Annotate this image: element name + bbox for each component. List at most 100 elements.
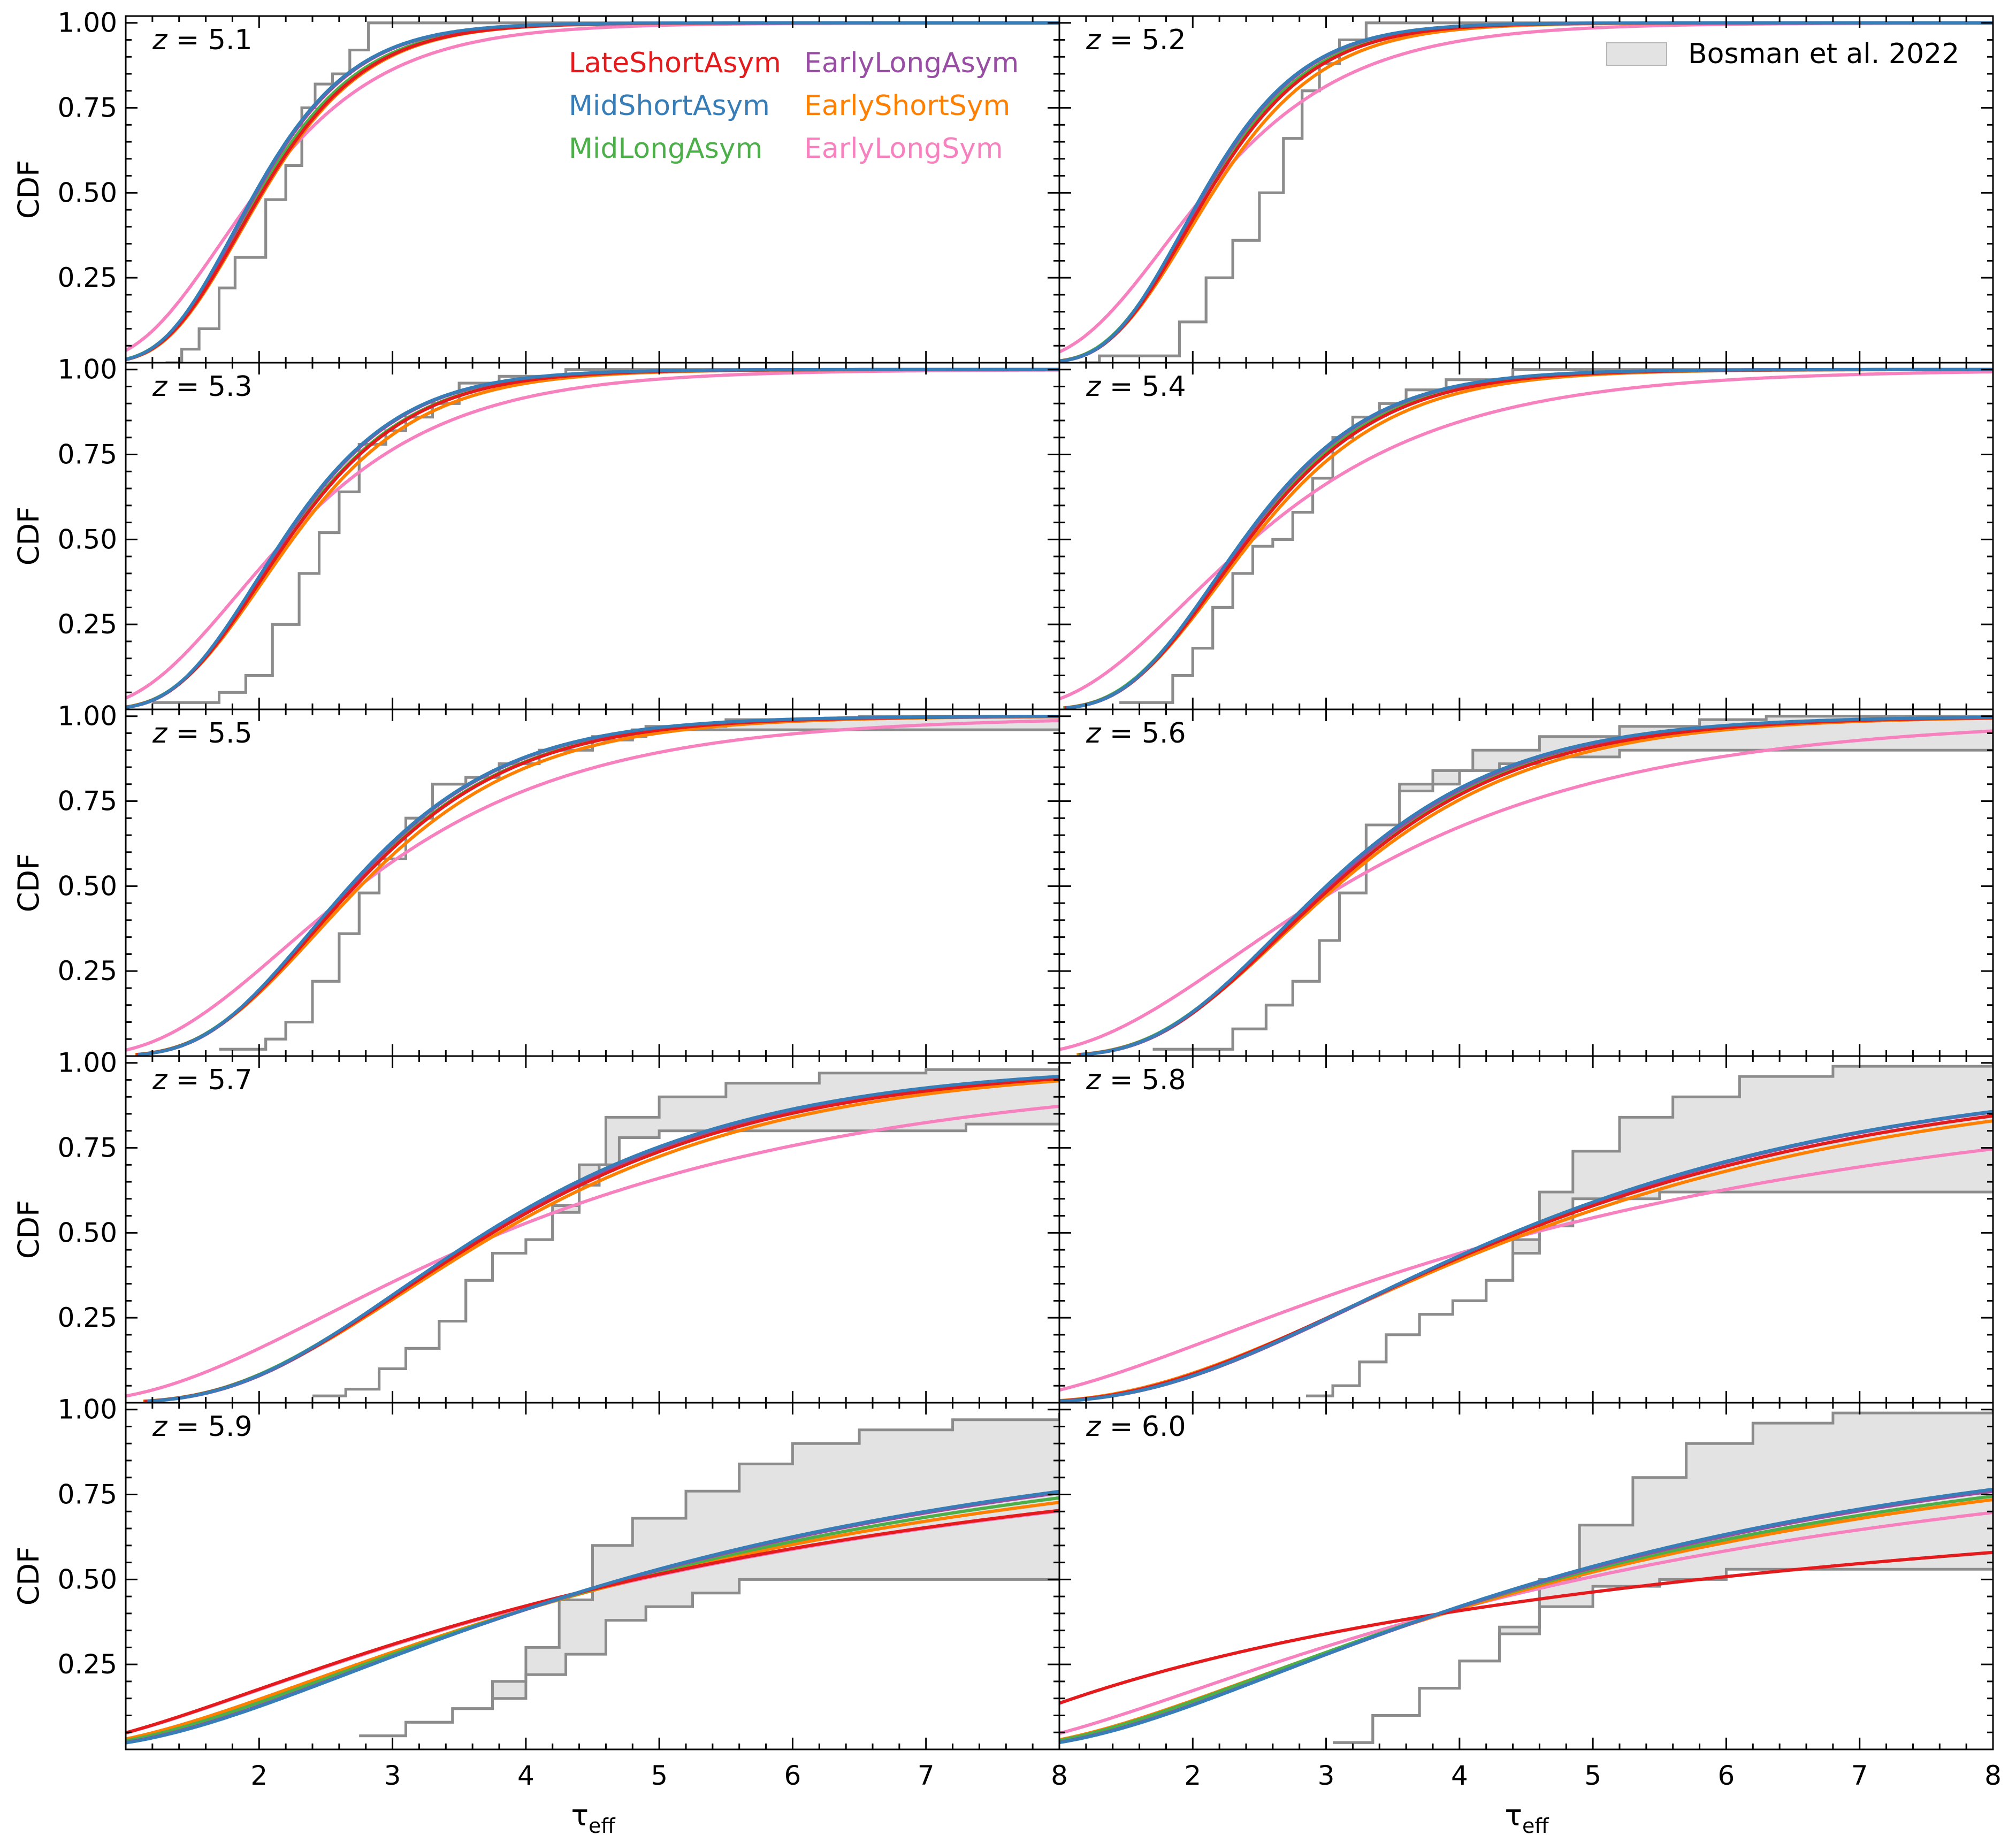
y-tick-label: 0.75 [58, 786, 117, 817]
x-tick-label: 8 [1051, 1760, 1068, 1791]
plot-area [1059, 21, 1993, 363]
y-tick-label: 1.00 [58, 354, 117, 385]
series-line-MidShortAsym [1066, 368, 1993, 709]
redshift-label: z = 5.6 [1086, 717, 1186, 750]
x-tick-label: 7 [1851, 1760, 1868, 1791]
y-tick-label: 0.50 [58, 177, 117, 208]
obs-band [1333, 1409, 1993, 1743]
legend-layer: LateShortAsym MidShortAsym MidLongAsym Earl… [569, 38, 1959, 165]
legend-entry-EarlyShortSym: EarlyShortSym [804, 90, 1010, 122]
redshift-label: z = 5.1 [152, 24, 253, 56]
legend-obs-swatch [1606, 42, 1667, 66]
legend-entry-LateShortAsym: LateShortAsym [569, 47, 781, 79]
series-line-EarlyLongSym [1059, 1511, 1993, 1735]
plot-area [126, 1413, 1059, 1745]
series-line-MidShortAsym [126, 1489, 1059, 1745]
obs-band [359, 1413, 1059, 1736]
panel-z-5.1: 0.25 0.50 0.75 1.00 CDF z = 5.1 [12, 7, 1060, 364]
x-tick-label: 3 [1318, 1760, 1335, 1791]
panel-frame [1058, 1402, 1994, 1750]
plot-area [126, 1066, 1059, 1403]
series-line-MidShortAsym [1080, 715, 1993, 1056]
x-tick-label: 2 [1184, 1760, 1201, 1791]
series-line-MidShortAsym [1059, 1487, 1993, 1745]
y-tick-label: 0.25 [58, 955, 117, 987]
obs-upper-line [312, 1066, 1059, 1397]
y-tick-label: 0.75 [58, 93, 117, 124]
legend-entry-EarlyLongAsym: EarlyLongAsym [804, 47, 1019, 79]
obs-upper-line [152, 368, 1059, 704]
redshift-label: z = 5.2 [1086, 24, 1186, 56]
x-tick-label: 4 [517, 1760, 534, 1791]
redshift-label: z = 5.7 [152, 1064, 253, 1096]
legend-entry-observation: Bosman et al. 2022 [1688, 38, 1959, 70]
plot-area [126, 21, 1059, 363]
y-axis-label: CDF [12, 1547, 45, 1605]
obs-band [1306, 1062, 1993, 1396]
obs-band [312, 1066, 1059, 1396]
x-tick-label: 7 [918, 1760, 935, 1791]
series-line-MidShortAsym [126, 368, 1059, 709]
legend-entry-MidShortAsym: MidShortAsym [569, 90, 770, 122]
plot-area [1059, 1062, 1993, 1403]
plot-area [126, 715, 1059, 1056]
y-tick-label: 0.75 [58, 439, 117, 470]
x-tick-label: 4 [1451, 1760, 1468, 1791]
x-tick-label: 2 [250, 1760, 268, 1791]
legend-entry-EarlyLongSym: EarlyLongSym [804, 133, 1003, 165]
series-line-MidShortAsym [147, 1075, 1059, 1403]
y-tick-label: 0.75 [58, 1133, 117, 1164]
series-line-LateShortAsym [1059, 1550, 1993, 1705]
x-tick-label: 8 [1984, 1760, 2002, 1791]
legend-entry-MidLongAsym: MidLongAsym [569, 133, 762, 165]
series-line-EarlyLongSym [126, 1104, 1059, 1398]
obs-upper-line [1119, 368, 1993, 704]
y-tick-label: 1.00 [58, 7, 117, 39]
series-line-MidShortAsym [126, 21, 1059, 361]
redshift-label: z = 5.8 [1086, 1064, 1186, 1096]
y-axis-label: CDF [12, 507, 45, 565]
series-line-MidShortAsym [1059, 1110, 1993, 1403]
obs-upper-line [359, 1413, 1059, 1738]
x-tick-label: 5 [651, 1760, 668, 1791]
y-axis-label: CDF [12, 1200, 45, 1259]
panels-layer: 0.25 0.50 0.75 1.00 CDF z = 5.1 z = 5.2 0.25 0.5… [12, 7, 2002, 1835]
y-tick-label: 0.50 [58, 1564, 117, 1595]
plot-area [1059, 1409, 1993, 1745]
redshift-label: z = 5.9 [152, 1411, 253, 1443]
redshift-label: z = 6.0 [1086, 1411, 1186, 1443]
y-tick-label: 0.50 [58, 1217, 117, 1248]
plot-area [126, 368, 1059, 709]
y-tick-label: 0.25 [58, 1302, 117, 1333]
y-tick-label: 1.00 [58, 1048, 117, 1079]
panel-z-5.2: z = 5.2 [1058, 15, 1994, 364]
x-tick-label: 5 [1584, 1760, 1601, 1791]
series-line-EarlyLongSym [126, 719, 1059, 1052]
panel-z-5.3: 0.25 0.50 0.75 1.00 CDF z = 5.3 [12, 354, 1060, 710]
y-tick-label: 0.25 [58, 262, 117, 293]
y-tick-label: 0.25 [58, 1649, 117, 1680]
redshift-label: z = 5.5 [152, 717, 253, 750]
y-tick-label: 1.00 [58, 1394, 117, 1425]
redshift-label: z = 5.4 [1086, 371, 1186, 403]
panel-z-5.6: z = 5.6 [1058, 708, 1994, 1057]
y-tick-label: 0.25 [58, 609, 117, 640]
y-tick-label: 0.50 [58, 870, 117, 901]
series-line-MidShortAsym [137, 715, 1059, 1056]
plot-area [1059, 368, 1993, 709]
y-tick-label: 0.50 [58, 524, 117, 555]
series-line-EarlyLongSym [1059, 729, 1993, 1051]
y-axis-label: CDF [12, 853, 45, 912]
y-axis-label: CDF [12, 160, 45, 219]
plot-area [1059, 715, 1993, 1056]
series-line-MidShortAsym [1059, 21, 1993, 363]
panel-z-5.8: z = 5.8 [1058, 1055, 1994, 1404]
x-tick-label: 6 [784, 1760, 801, 1791]
y-tick-label: 0.75 [58, 1479, 117, 1510]
series-line-EarlyLongSym [1059, 370, 1993, 701]
x-tick-label: 3 [384, 1760, 401, 1791]
x-tick-label: 6 [1718, 1760, 1735, 1791]
